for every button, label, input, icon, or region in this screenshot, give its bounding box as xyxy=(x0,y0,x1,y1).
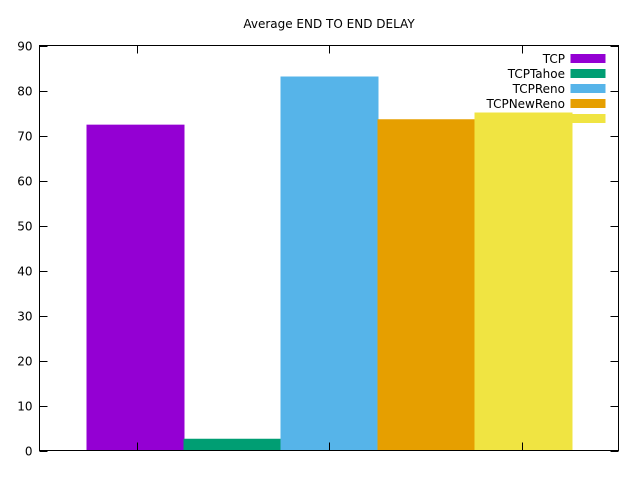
bar-4 xyxy=(474,112,573,451)
legend-label-2: TCPReno xyxy=(512,82,565,96)
y-tick-label: 0 xyxy=(25,445,33,459)
bar-3 xyxy=(377,119,476,451)
legend-label-3: TCPNewReno xyxy=(485,97,565,111)
legend-swatch-3 xyxy=(570,99,606,108)
y-tick-label: 50 xyxy=(17,220,32,234)
y-tick-label: 40 xyxy=(17,265,32,279)
y-tick-label: 60 xyxy=(17,175,32,189)
legend-swatch-4 xyxy=(570,114,606,123)
bar-0 xyxy=(86,124,185,452)
legend-swatch-1 xyxy=(570,69,606,78)
y-tick-label: 80 xyxy=(17,85,32,99)
bars-group xyxy=(86,76,573,452)
y-tick-label: 90 xyxy=(17,40,32,54)
bar-2 xyxy=(280,76,379,451)
legend-label-1: TCPTahoe xyxy=(507,67,565,81)
axis-ticks: 0 10 20 30 40 50 60 70 80 90 xyxy=(17,40,619,459)
y-tick-label: 10 xyxy=(17,400,32,414)
y-tick-label: 70 xyxy=(17,130,32,144)
y-tick-label: 20 xyxy=(17,355,32,369)
chart-title: Average END TO END DELAY xyxy=(243,17,415,31)
bar-1 xyxy=(183,438,282,451)
legend-swatch-2 xyxy=(570,84,606,93)
legend-swatch-0 xyxy=(570,54,606,63)
y-tick-label: 30 xyxy=(17,310,32,324)
legend-label-0: TCP xyxy=(542,52,565,66)
